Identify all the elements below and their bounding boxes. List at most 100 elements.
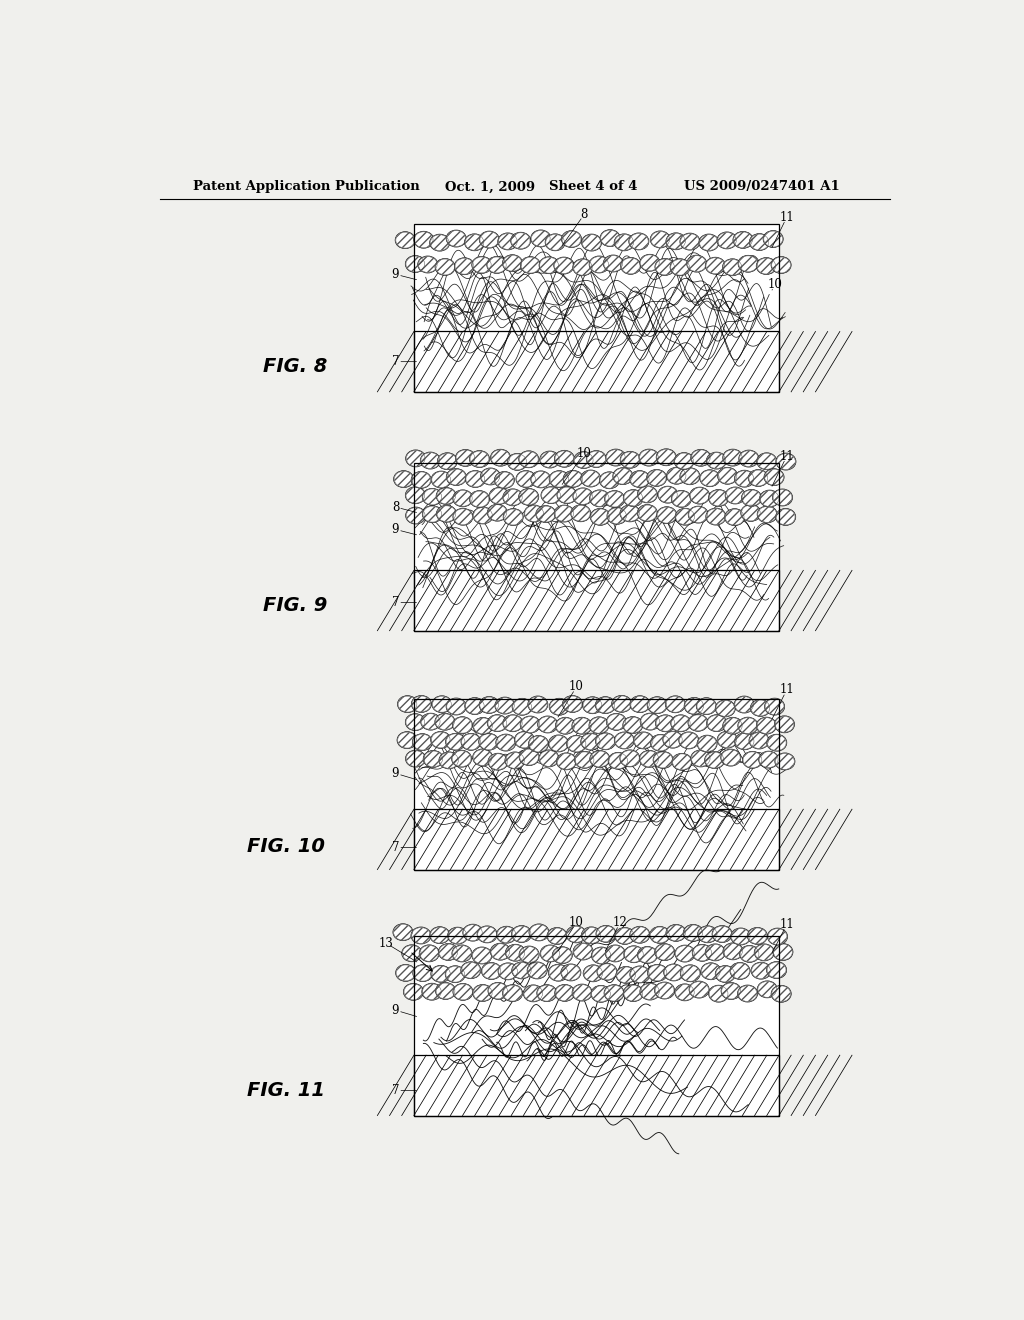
Ellipse shape — [556, 752, 577, 770]
Text: 11: 11 — [779, 684, 794, 697]
Ellipse shape — [472, 946, 493, 964]
Ellipse shape — [401, 945, 422, 962]
Ellipse shape — [406, 507, 426, 524]
Ellipse shape — [721, 750, 741, 766]
Ellipse shape — [600, 230, 621, 247]
Ellipse shape — [432, 696, 452, 713]
Ellipse shape — [503, 508, 523, 525]
Ellipse shape — [397, 731, 417, 748]
Ellipse shape — [639, 750, 659, 767]
Ellipse shape — [465, 470, 485, 487]
Ellipse shape — [591, 985, 611, 1002]
Text: 10: 10 — [569, 680, 584, 693]
Text: US 2009/0247401 A1: US 2009/0247401 A1 — [684, 181, 840, 193]
Ellipse shape — [436, 487, 457, 504]
Text: 12: 12 — [612, 916, 628, 929]
Text: 11: 11 — [779, 211, 794, 224]
Ellipse shape — [664, 964, 684, 981]
Ellipse shape — [512, 698, 532, 715]
Ellipse shape — [596, 925, 616, 942]
Ellipse shape — [767, 734, 786, 751]
Ellipse shape — [519, 450, 539, 467]
Ellipse shape — [393, 924, 413, 941]
Ellipse shape — [453, 508, 473, 525]
Ellipse shape — [656, 507, 677, 524]
Ellipse shape — [654, 944, 675, 961]
Ellipse shape — [570, 504, 591, 521]
Ellipse shape — [759, 751, 779, 768]
Ellipse shape — [629, 232, 649, 249]
Ellipse shape — [411, 471, 431, 488]
Ellipse shape — [490, 944, 510, 960]
Text: 8: 8 — [392, 500, 399, 513]
Ellipse shape — [605, 945, 626, 962]
Ellipse shape — [621, 451, 640, 469]
Ellipse shape — [757, 453, 777, 470]
Ellipse shape — [572, 259, 593, 276]
Text: 13: 13 — [379, 937, 393, 949]
Ellipse shape — [760, 490, 779, 507]
Text: FIG. 9: FIG. 9 — [263, 597, 328, 615]
Ellipse shape — [406, 487, 425, 504]
Ellipse shape — [452, 945, 472, 962]
Bar — [414, 224, 778, 331]
Ellipse shape — [606, 449, 626, 466]
Ellipse shape — [461, 734, 481, 750]
Ellipse shape — [771, 985, 792, 1002]
Ellipse shape — [566, 925, 586, 942]
Ellipse shape — [706, 257, 725, 275]
Ellipse shape — [461, 962, 481, 978]
Ellipse shape — [675, 508, 695, 525]
Ellipse shape — [691, 449, 711, 466]
Ellipse shape — [650, 734, 671, 751]
Ellipse shape — [406, 450, 426, 467]
Ellipse shape — [624, 945, 644, 962]
Ellipse shape — [773, 944, 793, 961]
Ellipse shape — [413, 734, 432, 751]
Text: 9: 9 — [392, 767, 399, 780]
Ellipse shape — [548, 964, 568, 981]
Ellipse shape — [477, 925, 498, 942]
Bar — [414, 1055, 778, 1115]
Ellipse shape — [657, 486, 678, 503]
Ellipse shape — [689, 487, 710, 504]
Ellipse shape — [647, 697, 668, 714]
Ellipse shape — [413, 965, 433, 982]
Text: 11: 11 — [779, 450, 794, 463]
Text: 10: 10 — [569, 916, 584, 929]
Ellipse shape — [518, 488, 539, 506]
Ellipse shape — [539, 750, 559, 767]
Ellipse shape — [581, 733, 601, 750]
Ellipse shape — [503, 255, 522, 272]
Ellipse shape — [487, 982, 508, 999]
Ellipse shape — [537, 985, 557, 1002]
Ellipse shape — [630, 696, 650, 713]
Ellipse shape — [700, 962, 721, 979]
Ellipse shape — [529, 924, 549, 941]
Text: FIG. 10: FIG. 10 — [247, 837, 325, 855]
Ellipse shape — [683, 924, 703, 941]
Ellipse shape — [549, 735, 568, 752]
Ellipse shape — [637, 946, 657, 964]
Ellipse shape — [653, 751, 673, 768]
Ellipse shape — [706, 508, 726, 525]
Ellipse shape — [717, 232, 737, 249]
Ellipse shape — [422, 983, 442, 1001]
Ellipse shape — [453, 983, 473, 1001]
Bar — [414, 463, 778, 570]
Ellipse shape — [607, 507, 627, 524]
Text: Patent Application Publication: Patent Application Publication — [194, 181, 420, 193]
Bar — [414, 224, 778, 392]
Ellipse shape — [561, 964, 581, 981]
Ellipse shape — [670, 259, 690, 276]
Ellipse shape — [672, 754, 692, 771]
Ellipse shape — [469, 450, 489, 467]
Ellipse shape — [655, 714, 676, 731]
Ellipse shape — [431, 731, 451, 748]
Ellipse shape — [612, 467, 633, 484]
Ellipse shape — [640, 713, 660, 730]
Ellipse shape — [512, 925, 531, 942]
Ellipse shape — [465, 234, 484, 251]
Ellipse shape — [757, 506, 777, 523]
Ellipse shape — [481, 962, 502, 979]
